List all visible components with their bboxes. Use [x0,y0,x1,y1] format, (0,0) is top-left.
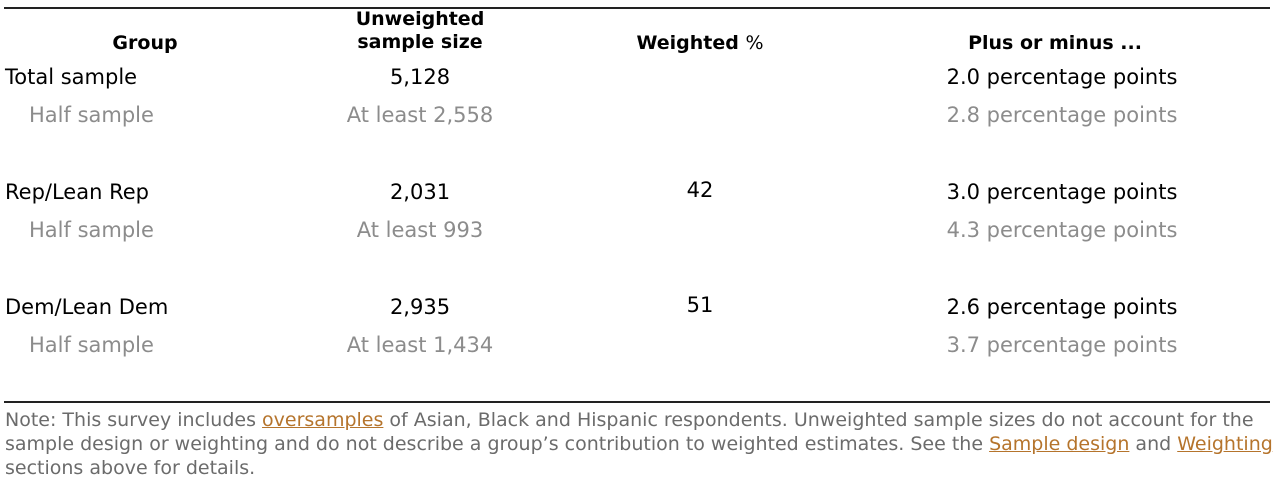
row-size-dem-lean-dem: 2,935 [389,295,451,319]
row-group-total-sample: Total sample [5,65,138,89]
note-text-2: of Asian, Black and Hispanic respondents… [5,409,1254,455]
row-size-half-sample-rep: At least 993 [356,218,484,242]
row-group-rep-lean-rep: Rep/Lean Rep [5,180,149,204]
row-group-half-sample-dem: Half sample [29,333,154,357]
column-header-weighted: Weighted % [600,32,800,55]
oversamples-link[interactable]: oversamples [262,409,384,431]
row-moe-half-sample-dem: 3.7 percentage points [946,333,1178,357]
row-group-half-sample-total: Half sample [29,103,154,127]
row-size-rep-lean-rep: 2,031 [389,180,451,204]
column-header-weighted-label: Weighted [636,32,739,54]
row-moe-half-sample-rep: 4.3 percentage points [946,218,1178,242]
top-rule [4,7,1270,9]
row-moe-dem-lean-dem: 2.6 percentage points [946,295,1178,319]
row-size-total-sample: 5,128 [389,65,451,89]
column-header-sample-size-line1: Unweighted [355,8,485,30]
bottom-rule [4,401,1270,403]
row-group-half-sample-rep: Half sample [29,218,154,242]
column-header-sample-size: Unweighted sample size [300,8,540,54]
row-weighted-dem-lean-dem: 51 [686,293,714,317]
row-moe-half-sample-total: 2.8 percentage points [946,103,1178,127]
row-group-dem-lean-dem: Dem/Lean Dem [5,295,169,319]
sample-design-link[interactable]: Sample design [989,433,1130,455]
column-header-weighted-pct: % [745,32,764,54]
note-text-3: and [1129,433,1178,455]
row-weighted-rep-lean-rep: 42 [686,178,714,202]
column-header-group: Group [112,32,178,54]
note-text-4: sections above for details. [5,457,256,479]
row-moe-total-sample: 2.0 percentage points [946,65,1178,89]
row-size-half-sample-total: At least 2,558 [346,103,494,127]
row-size-half-sample-dem: At least 1,434 [346,333,494,357]
table-note: Note: This survey includes oversamples o… [5,408,1273,480]
weighting-link[interactable]: Weighting [1177,433,1273,455]
column-header-sample-size-line2: sample size [357,31,483,53]
row-moe-rep-lean-rep: 3.0 percentage points [946,180,1178,204]
column-header-margin-of-error: Plus or minus ... [968,32,1142,54]
note-text-1: Note: This survey includes [5,409,263,431]
